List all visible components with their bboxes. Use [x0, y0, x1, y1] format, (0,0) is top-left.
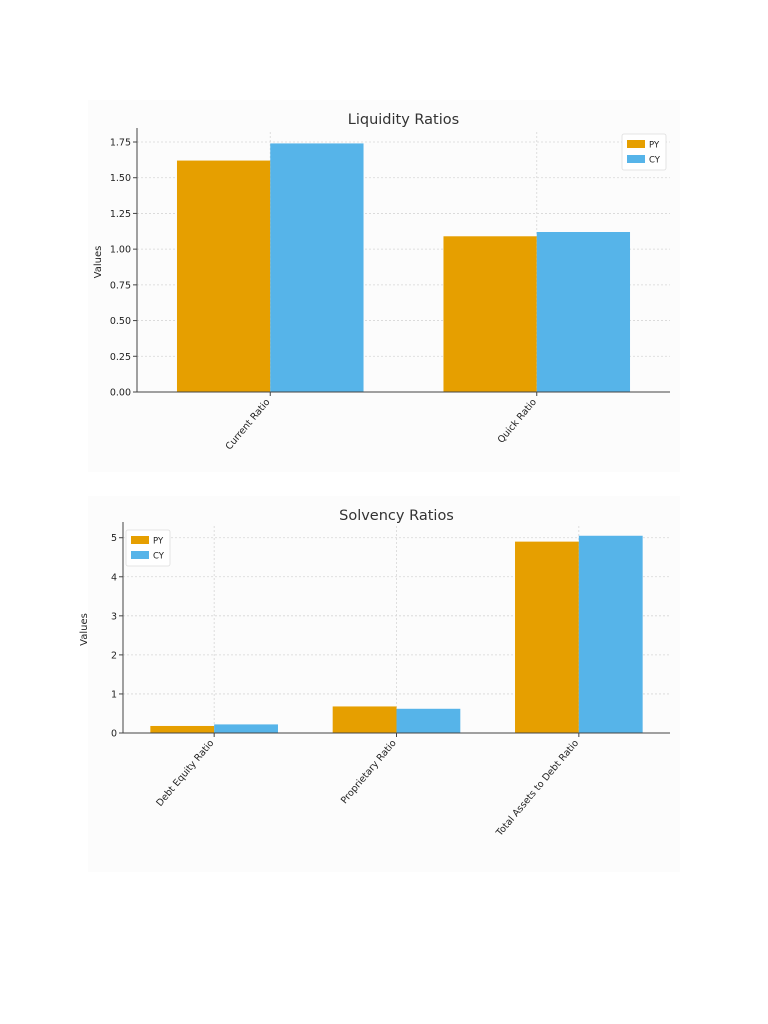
chart-title: Liquidity Ratios: [348, 112, 459, 128]
x-tick-label: Quick Ratio: [496, 397, 539, 446]
y-tick-label: 0.50: [110, 316, 131, 327]
bar-py-total-assets-to-debt-ratio: [515, 541, 579, 733]
x-tick-label: Total Assets to Debt Ratio: [494, 738, 582, 839]
y-tick-label: 4: [111, 572, 117, 583]
bar-cy-total-assets-to-debt-ratio: [578, 535, 643, 733]
legend-label-py: PY: [649, 141, 660, 151]
x-tick-label: Current Ratio: [224, 397, 273, 453]
legend-swatch-py: [627, 140, 645, 148]
bar-py-debt-equity-ratio: [150, 725, 215, 733]
y-tick-label: 5: [111, 533, 117, 544]
bar-cy-current-ratio: [270, 143, 364, 392]
legend-swatch-cy: [627, 155, 645, 163]
legend-label-cy: CY: [649, 156, 661, 166]
legend-swatch-cy: [131, 551, 149, 559]
y-tick-label: 2: [111, 650, 117, 661]
y-tick-label: 0.75: [110, 280, 131, 291]
y-tick-label: 1: [111, 689, 117, 700]
bar-cy-debt-equity-ratio: [214, 724, 278, 733]
liquidity-ratios-chart: Liquidity Ratios 0.00 0.25 0.50 0.75 1.00 1.25…: [88, 100, 680, 472]
y-tick-label: 0: [111, 729, 117, 740]
y-tick-label: 1.00: [110, 245, 131, 256]
y-tick-label: 1.50: [110, 173, 131, 184]
bar-py-current-ratio: [176, 160, 271, 392]
legend-label-cy: CY: [153, 552, 165, 562]
x-tick-label: Debt Equity Ratio: [154, 738, 216, 809]
solvency-ratios-chart: Solvency Ratios 0 1 2 3 4 5 Debt Equity Ratio Pr…: [79, 496, 680, 872]
bar-py-quick-ratio: [443, 236, 537, 392]
solvency-ratios-svg: Solvency Ratios 0 1 2 3 4 5 Debt Equity Ratio Pr…: [79, 508, 670, 839]
y-axis-label: Values: [93, 246, 104, 279]
legend-swatch-py: [131, 536, 149, 544]
y-tick-label: 0.25: [110, 352, 131, 363]
x-tick-label: Proprietary Ratio: [339, 738, 399, 806]
bar-py-proprietary-ratio: [332, 706, 397, 733]
y-tick-label: 0.00: [110, 388, 131, 399]
liquidity-ratios-svg: Liquidity Ratios 0.00 0.25 0.50 0.75 1.00 1.25…: [93, 112, 670, 453]
bar-cy-quick-ratio: [536, 232, 631, 392]
bar-cy-proprietary-ratio: [396, 708, 461, 733]
y-tick-label: 1.75: [110, 138, 131, 149]
chart-title: Solvency Ratios: [339, 508, 454, 524]
legend-label-py: PY: [153, 537, 164, 547]
y-tick-label: 1.25: [110, 209, 131, 220]
y-tick-label: 3: [111, 611, 117, 622]
y-axis-label: Values: [79, 613, 90, 646]
